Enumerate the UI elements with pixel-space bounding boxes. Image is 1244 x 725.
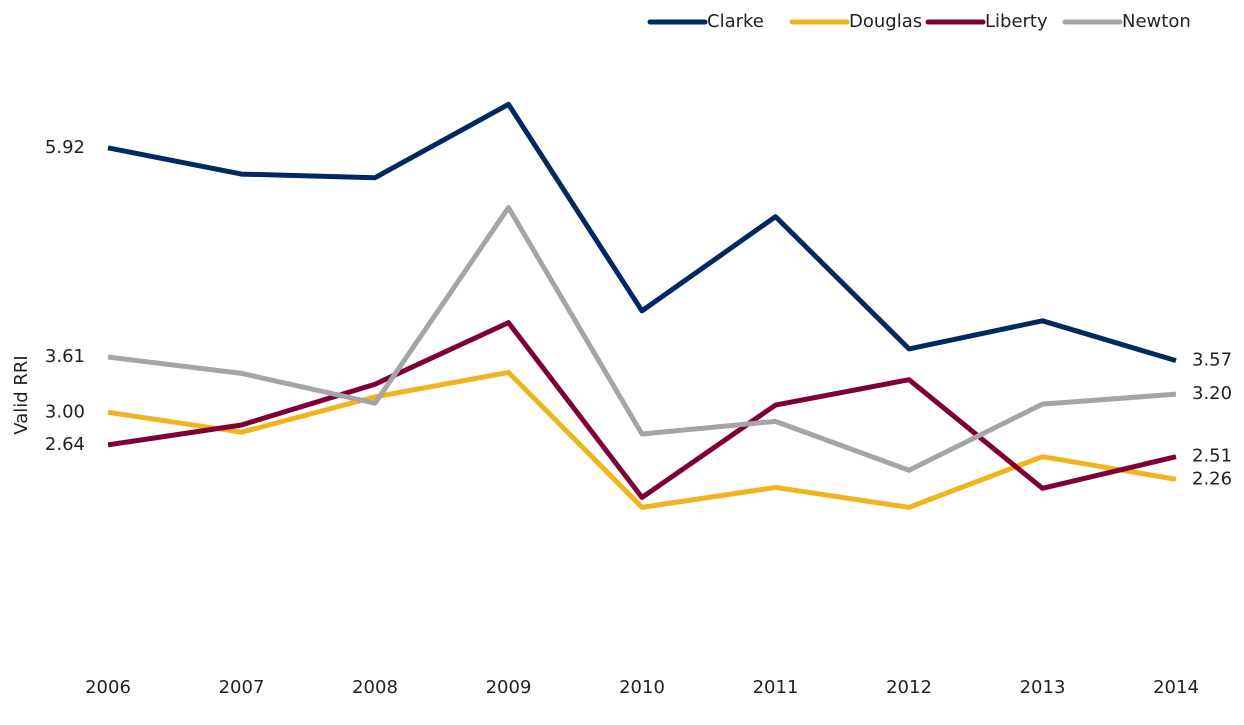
- y-axis-label: Valid RRI: [11, 355, 32, 434]
- data-label: 2.51: [1192, 446, 1232, 467]
- legend-label: Clarke: [707, 11, 764, 32]
- x-tick-label: 2013: [1020, 677, 1066, 698]
- legend-label: Douglas: [849, 11, 922, 32]
- x-tick-label: 2011: [753, 677, 799, 698]
- series-line: [107, 205, 1177, 473]
- x-tick-label: 2010: [619, 677, 665, 698]
- x-tick-label: 2006: [85, 677, 131, 698]
- x-tick-label: 2012: [886, 677, 932, 698]
- series-line: [107, 369, 1177, 510]
- x-tick-label: 2014: [1153, 677, 1199, 698]
- data-label: 3.57: [1192, 350, 1232, 371]
- legend-label: Newton: [1122, 11, 1191, 32]
- series-line: [107, 101, 1177, 364]
- legend-label: Liberty: [985, 11, 1048, 32]
- x-tick-label: 2007: [219, 677, 265, 698]
- data-label: 2.26: [1192, 468, 1232, 489]
- data-label: 5.92: [45, 137, 85, 158]
- data-label: 3.20: [1192, 383, 1232, 404]
- series-line: [107, 320, 1177, 500]
- x-tick-label: 2008: [352, 677, 398, 698]
- data-label: 2.64: [45, 434, 85, 455]
- data-label: 3.00: [45, 401, 85, 422]
- x-tick-label: 2009: [486, 677, 532, 698]
- data-label: 3.61: [45, 346, 85, 367]
